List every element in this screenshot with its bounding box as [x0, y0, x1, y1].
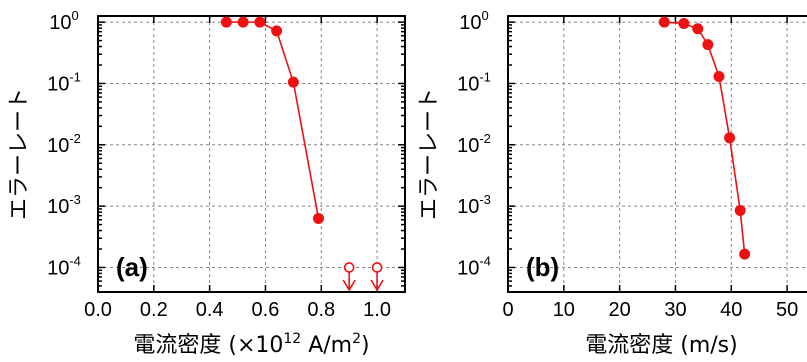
plot-frame: [507, 15, 807, 293]
data-point: [312, 212, 324, 224]
x-tick-label: 50: [776, 299, 798, 321]
x-tick-label: 40: [720, 299, 742, 321]
y-tick-exponent: -3: [69, 192, 81, 207]
data-point: [692, 23, 704, 35]
upper-bound-arrow-head: [370, 279, 384, 292]
y-tick-exponent: -3: [479, 192, 491, 207]
y-tick-exponent: -2: [479, 131, 491, 146]
data-point: [739, 248, 751, 260]
y-tick-exponent: 0: [482, 8, 489, 23]
data-point: [220, 16, 232, 28]
y-tick-label: 10-1: [47, 69, 81, 95]
y-tick-label: 10-3: [47, 192, 81, 218]
series-line: [226, 21, 320, 219]
x-tick-label: 30: [664, 299, 686, 321]
y-tick-label: 100: [49, 8, 78, 34]
x-axis-title: 電流密度 (m/s): [585, 333, 737, 358]
y-tick-exponent: 0: [72, 8, 79, 23]
data-point: [237, 16, 249, 28]
x-tick-label: 20: [609, 299, 631, 321]
y-tick-label: 10-3: [457, 192, 491, 218]
y-tick-label: 10-2: [47, 131, 81, 157]
x-tick-label: 0: [502, 299, 513, 321]
x-tick-label: 0.2: [140, 299, 168, 321]
x-axis-title-part: 電流密度 (×10: [133, 333, 283, 358]
data-point: [678, 17, 690, 29]
panel-label: (a): [116, 252, 148, 282]
x-tick-label: 0.6: [252, 299, 280, 321]
data-point: [287, 76, 299, 88]
plot-frame: [97, 15, 406, 293]
y-tick-exponent: -1: [479, 69, 491, 84]
upper-bound-arrow-head: [342, 279, 356, 292]
data-point: [271, 25, 283, 37]
y-axis-title: エラーレート: [417, 88, 442, 220]
y-axis-title: エラーレート: [7, 88, 32, 220]
data-point: [702, 39, 714, 51]
panel-label: (b): [526, 252, 559, 282]
data-point: [734, 204, 746, 216]
upper-bound-marker: [343, 262, 355, 273]
x-tick-label: 0.0: [84, 299, 112, 321]
chart-panel-a: 0.0 0.2 0.4 0.6 0.8 1.0 100 10-1 10-2 10-3 10-4 (a)…: [7, 8, 406, 358]
upper-bound-marker: [371, 262, 383, 273]
x-axis-title: 電流密度 (×1012 A/m2): [133, 331, 369, 358]
x-axis-title-part: ): [361, 333, 370, 358]
y-tick-exponent: -1: [69, 69, 81, 84]
x-axis-title-sup: 12: [283, 331, 301, 347]
y-tick-exponent: -4: [69, 253, 81, 268]
x-axis-title-sup: 2: [352, 331, 361, 347]
data-point: [658, 16, 670, 28]
chart-panel-b: 0 10 20 30 40 50 100 10-1 10-2 10-3 10-4 (b) エラーレート電…: [417, 8, 807, 358]
y-tick-exponent: -2: [69, 131, 81, 146]
y-tick-label: 100: [459, 8, 488, 34]
y-tick-label: 10-4: [47, 253, 81, 279]
x-axis-title-part: A/m: [301, 333, 352, 358]
x-tick-label: 0.8: [307, 299, 335, 321]
x-tick-label: 10: [553, 299, 575, 321]
x-tick-label: 1.0: [363, 299, 391, 321]
y-tick-label: 10-1: [457, 69, 491, 95]
y-tick-label: 10-4: [457, 253, 491, 279]
data-point: [724, 132, 736, 144]
x-tick-label: 0.4: [196, 299, 224, 321]
y-tick-exponent: -4: [479, 253, 491, 268]
data-point: [713, 70, 725, 82]
data-point: [254, 16, 266, 28]
y-tick-label: 10-2: [457, 131, 491, 157]
